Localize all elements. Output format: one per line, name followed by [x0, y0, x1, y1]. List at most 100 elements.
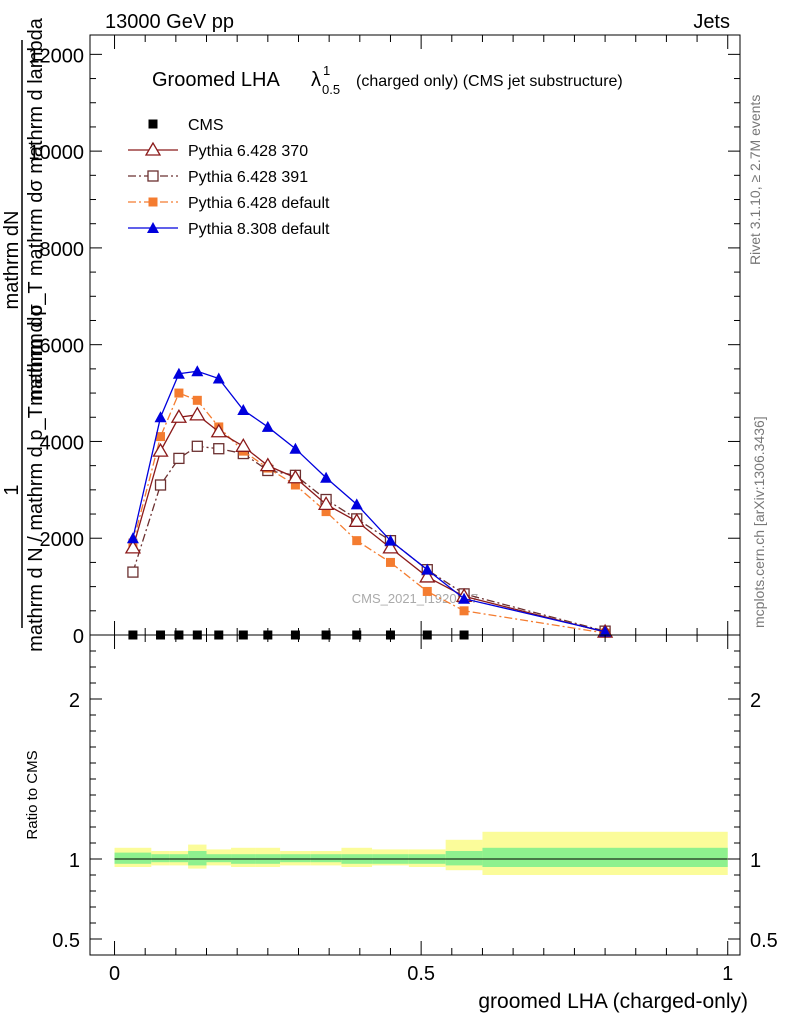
- series-point: [459, 606, 469, 616]
- legend-label: CMS: [188, 117, 224, 134]
- main-ytick-label: 2000: [40, 529, 85, 551]
- series-point: [289, 442, 302, 454]
- series-point: [237, 404, 250, 415]
- series-line: [132, 370, 606, 633]
- series-point: [599, 625, 612, 637]
- ratio-band-inner: [151, 854, 170, 863]
- series-point: [261, 420, 274, 432]
- legend-marker: [148, 197, 158, 207]
- mcplots-label: mcplots.cern.ch [arXiv:1306.3436]: [751, 416, 767, 628]
- ratio-ylabel: Ratio to CMS: [24, 750, 41, 839]
- series-1: [124, 406, 614, 638]
- series-point: [154, 411, 167, 423]
- ratio-plot: 0.5 0.5 1 1 2 2 0 0.5 1 Ratio to CMS groomed LHA…: [24, 634, 778, 1013]
- legend-label: Pythia 6.428 391: [188, 169, 308, 186]
- series-point: [382, 539, 399, 554]
- series-2: [127, 440, 611, 637]
- ratio-band-inner: [206, 854, 232, 863]
- ratio-axis-ticks: 0.5 0.5 1 1 2 2 0 0.5 1: [52, 635, 778, 985]
- header-right: Jets: [693, 11, 730, 33]
- series-point: [154, 479, 167, 491]
- ratio-ytick-label-right: 2: [750, 690, 761, 712]
- ratio-ytick-label: 2: [69, 690, 80, 712]
- ratio-bands: [114, 831, 728, 875]
- header-left: 13000 GeV pp: [105, 11, 234, 33]
- ratio-xlabel: groomed LHA (charged-only): [478, 990, 748, 1013]
- main-ytick-label: 4000: [40, 432, 85, 454]
- series-point: [419, 568, 436, 583]
- title-superscript: 1: [323, 63, 330, 78]
- legend: CMS Pythia 6.428 370 Pythia 6.428 391 Pythi…: [128, 117, 330, 238]
- ratio-plot-frame: [89, 634, 741, 956]
- ylabel-numerator-bottom: mathrm d p_T mathrm dσ mathrm d lambda: [25, 17, 47, 406]
- series-4: [126, 365, 612, 637]
- main-ytick-label: 6000: [40, 336, 85, 358]
- plot-title: Groomed LHA λ 1 0.5 (charged only) (CMS …: [152, 63, 623, 97]
- main-axis-ticks: 0 2000 4000 6000 8000 10000 12000: [28, 35, 740, 648]
- series-point: [350, 498, 363, 510]
- series-point: [259, 457, 276, 472]
- series-point: [321, 507, 331, 517]
- main-ytick-label: 8000: [40, 239, 85, 261]
- title-main: Groomed LHA: [152, 69, 280, 91]
- series-point: [189, 406, 206, 421]
- main-ylabel: 1 mathrm dN mathrm d p_T mathrm dσ mathr…: [1, 17, 47, 652]
- series-point: [290, 480, 300, 490]
- ratio-band-inner: [114, 852, 152, 864]
- ratio-band-inner: [310, 854, 342, 863]
- title-subscript: 0.5: [322, 82, 340, 97]
- series-point: [212, 372, 225, 384]
- series-point: [191, 365, 204, 377]
- ylabel-numerator-top: mathrm dN: [1, 211, 23, 310]
- series-point: [172, 367, 185, 379]
- series-point: [213, 443, 225, 455]
- series-point: [127, 566, 139, 578]
- series-point: [152, 442, 169, 457]
- series-point: [352, 536, 362, 546]
- series-point: [235, 438, 252, 452]
- ratio-band-inner: [169, 854, 189, 863]
- ratio-band-inner: [188, 851, 207, 866]
- legend-label: Pythia 6.428 370: [188, 143, 308, 160]
- series-point: [173, 452, 185, 465]
- ratio-ytick-label-right: 0.5: [750, 930, 778, 952]
- series-point: [385, 557, 395, 567]
- series-point: [421, 563, 434, 575]
- ratio-xtick-label: 0: [109, 963, 120, 985]
- main-ytick-label: 12000: [28, 45, 84, 67]
- ratio-band-inner: [445, 851, 483, 866]
- legend-label: Pythia 6.428 default: [188, 195, 330, 212]
- legend-marker: [147, 222, 159, 233]
- legend-marker: [144, 141, 162, 156]
- series-point: [348, 513, 365, 527]
- series-point: [192, 395, 202, 405]
- series-point: [287, 469, 304, 484]
- main-ytick-label: 10000: [28, 142, 84, 164]
- series-point: [320, 471, 333, 483]
- series-point: [458, 592, 471, 604]
- series-point: [156, 432, 166, 442]
- ratio-band-inner: [482, 847, 728, 867]
- ratio-ytick-label-right: 1: [750, 850, 761, 872]
- series-point: [191, 440, 203, 452]
- main-ytick-label: 0: [73, 626, 84, 648]
- ylabel-denominator: mathrm d N / mathrm d p_T mathrm dσ: [25, 304, 47, 652]
- title-rest: (charged only) (CMS jet substructure): [356, 73, 623, 90]
- series-point: [422, 586, 432, 596]
- series-point: [384, 534, 397, 546]
- legend-marker: [148, 119, 158, 129]
- ratio-ytick-label: 0.5: [52, 930, 80, 952]
- ratio-xtick-label: 0.5: [407, 963, 435, 985]
- ratio-xtick-label: 1: [722, 963, 733, 985]
- series-point: [174, 388, 184, 398]
- legend-marker: [147, 170, 159, 182]
- ratio-ytick-label: 1: [69, 850, 80, 872]
- series-point: [317, 496, 335, 511]
- series-point: [170, 408, 188, 423]
- series-point: [124, 539, 142, 554]
- title-lambda: λ: [311, 69, 321, 91]
- series-point: [126, 532, 139, 544]
- ylabel-one: 1: [1, 484, 23, 495]
